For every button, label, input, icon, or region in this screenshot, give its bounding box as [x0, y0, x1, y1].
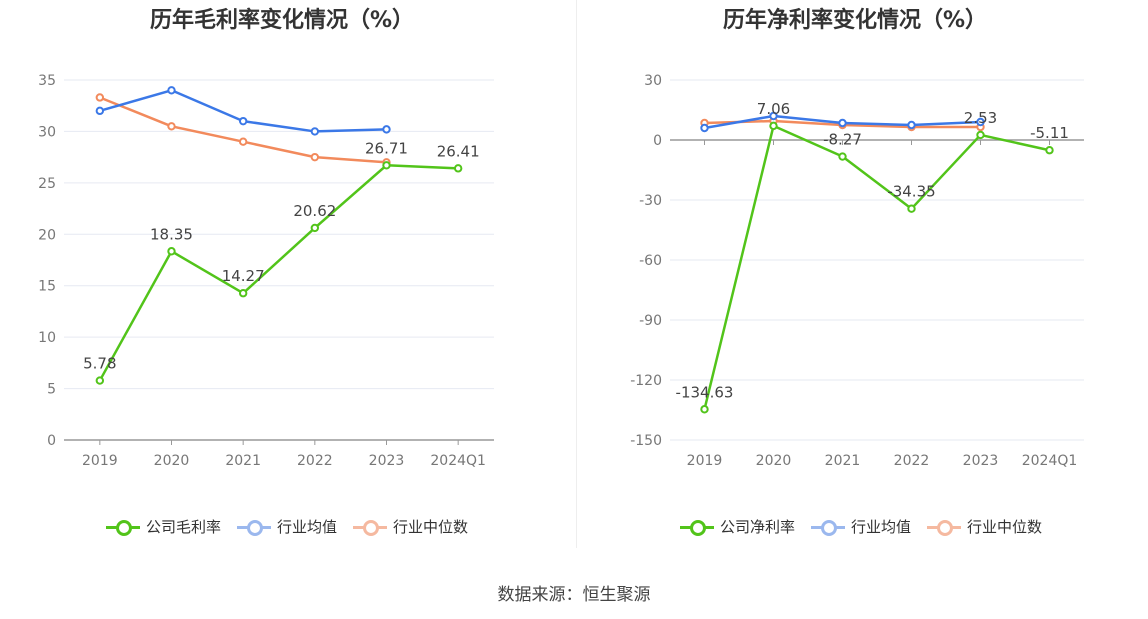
- data-point: [167, 122, 176, 131]
- data-label: -8.27: [823, 131, 862, 149]
- y-tick-label: 5: [47, 382, 56, 398]
- chart-title: 历年净利率变化情况（%）: [722, 8, 988, 33]
- x-tick-label: 2021: [825, 453, 861, 469]
- data-point: [976, 130, 985, 140]
- x-tick-label: 2019: [687, 453, 723, 469]
- data-point: [95, 106, 105, 116]
- y-tick-label: 20: [38, 227, 56, 243]
- data-point: [310, 223, 320, 233]
- data-label: -5.11: [1030, 124, 1069, 142]
- legend-item-company[interactable]: 公司毛利率: [105, 516, 221, 537]
- net-margin-panel: 历年净利率变化情况（%） -150 -120 -90 -60 -30 0 30 2019 202…: [574, 0, 1148, 560]
- legend-label: 行业均值: [850, 518, 911, 536]
- data-point: [167, 86, 176, 95]
- data-point: [838, 152, 847, 161]
- data-source: 数据来源：恒生聚源: [497, 585, 651, 605]
- data-point: [769, 121, 778, 131]
- legend-label: 行业中位数: [393, 518, 469, 536]
- legend-item-avg[interactable]: 行业均值: [810, 516, 911, 537]
- x-tick-label: 2023: [369, 453, 405, 469]
- legend-item-median[interactable]: 行业中位数: [927, 516, 1042, 537]
- series-line-0: [703, 124, 1050, 410]
- legend: 公司净利率 行业均值 行业中位数: [574, 516, 1148, 537]
- chart-title: 历年毛利率变化情况（%）: [149, 8, 415, 33]
- y-tick-label: -60: [639, 253, 662, 269]
- legend-item-company[interactable]: 公司净利率: [679, 516, 795, 537]
- data-label: 18.35: [150, 225, 193, 243]
- legend-label: 公司净利率: [719, 518, 795, 536]
- y-tick-label: -90: [639, 313, 662, 329]
- data-point: [907, 204, 916, 213]
- x-tick-label: 2022: [297, 453, 333, 469]
- data-point: [382, 125, 391, 134]
- data-label: 7.06: [757, 100, 790, 118]
- x-tick-label: 2020: [154, 453, 190, 469]
- data-point: [1045, 146, 1054, 155]
- data-point: [453, 164, 463, 173]
- y-tick-label: 10: [38, 330, 56, 346]
- gross-margin-panel: 历年毛利率变化情况（%） 0 5 10 15 20 25 30 35 2019 2020 2021 2…: [0, 0, 574, 560]
- data-point: [310, 152, 320, 162]
- y-tick-label: -120: [630, 373, 662, 389]
- data-point: [95, 376, 105, 385]
- net-margin-chart: -150 -120 -90 -60 -30 0 30 2019 2020 2021 2022 2023…: [630, 73, 1084, 469]
- legend-item-avg[interactable]: 行业均值: [236, 516, 337, 537]
- y-tick-label: 25: [38, 176, 56, 192]
- data-point: [382, 161, 391, 170]
- x-tick-label: 2024Q1: [430, 453, 486, 469]
- x-tick-label: 2019: [82, 453, 118, 469]
- data-label: 20.62: [293, 202, 336, 220]
- gross-margin-chart: 0 5 10 15 20 25 30 35 2019 2020 2021 2022 2023 2024Q1…: [38, 73, 494, 469]
- y-tick-label: 15: [38, 279, 56, 295]
- data-point: [310, 127, 320, 136]
- x-tick-label: 2022: [894, 453, 930, 469]
- data-point: [838, 118, 847, 128]
- data-point: [167, 247, 176, 256]
- y-tick-label: 0: [653, 133, 662, 149]
- y-tick-label: 30: [644, 73, 662, 89]
- legend-label: 行业中位数: [967, 518, 1043, 536]
- data-label: -134.63: [676, 383, 734, 401]
- data-label: 26.41: [437, 142, 480, 160]
- series-line-0: [98, 164, 459, 382]
- data-label: -34.35: [887, 183, 935, 201]
- x-tick-label: 2023: [963, 453, 999, 469]
- y-tick-label: 35: [38, 73, 56, 89]
- legend-label: 行业均值: [276, 518, 337, 536]
- legend-label: 公司毛利率: [145, 518, 221, 536]
- data-point: [769, 111, 778, 121]
- data-label: 14.27: [222, 267, 265, 285]
- x-tick-label: 2020: [756, 453, 792, 469]
- x-tick-label: 2021: [225, 453, 261, 469]
- y-tick-label: -30: [639, 193, 662, 209]
- y-tick-label: 30: [38, 124, 56, 140]
- legend-item-median[interactable]: 行业中位数: [353, 516, 468, 537]
- data-label: 5.78: [83, 355, 116, 373]
- panel-divider: [576, 0, 577, 548]
- x-tick-label: 2024Q1: [1022, 453, 1078, 469]
- data-point: [238, 137, 248, 146]
- data-point: [700, 123, 709, 133]
- data-point: [700, 405, 709, 414]
- legend: 公司毛利率 行业均值 行业中位数: [0, 516, 574, 537]
- data-point: [976, 117, 985, 127]
- data-point: [238, 289, 248, 298]
- data-label: 26.71: [365, 139, 408, 157]
- data-point: [95, 93, 105, 102]
- data-point: [238, 116, 248, 126]
- y-tick-label: 0: [47, 433, 56, 449]
- data-point: [907, 120, 916, 130]
- y-tick-label: -150: [630, 433, 662, 449]
- data-label: 2.53: [964, 109, 997, 127]
